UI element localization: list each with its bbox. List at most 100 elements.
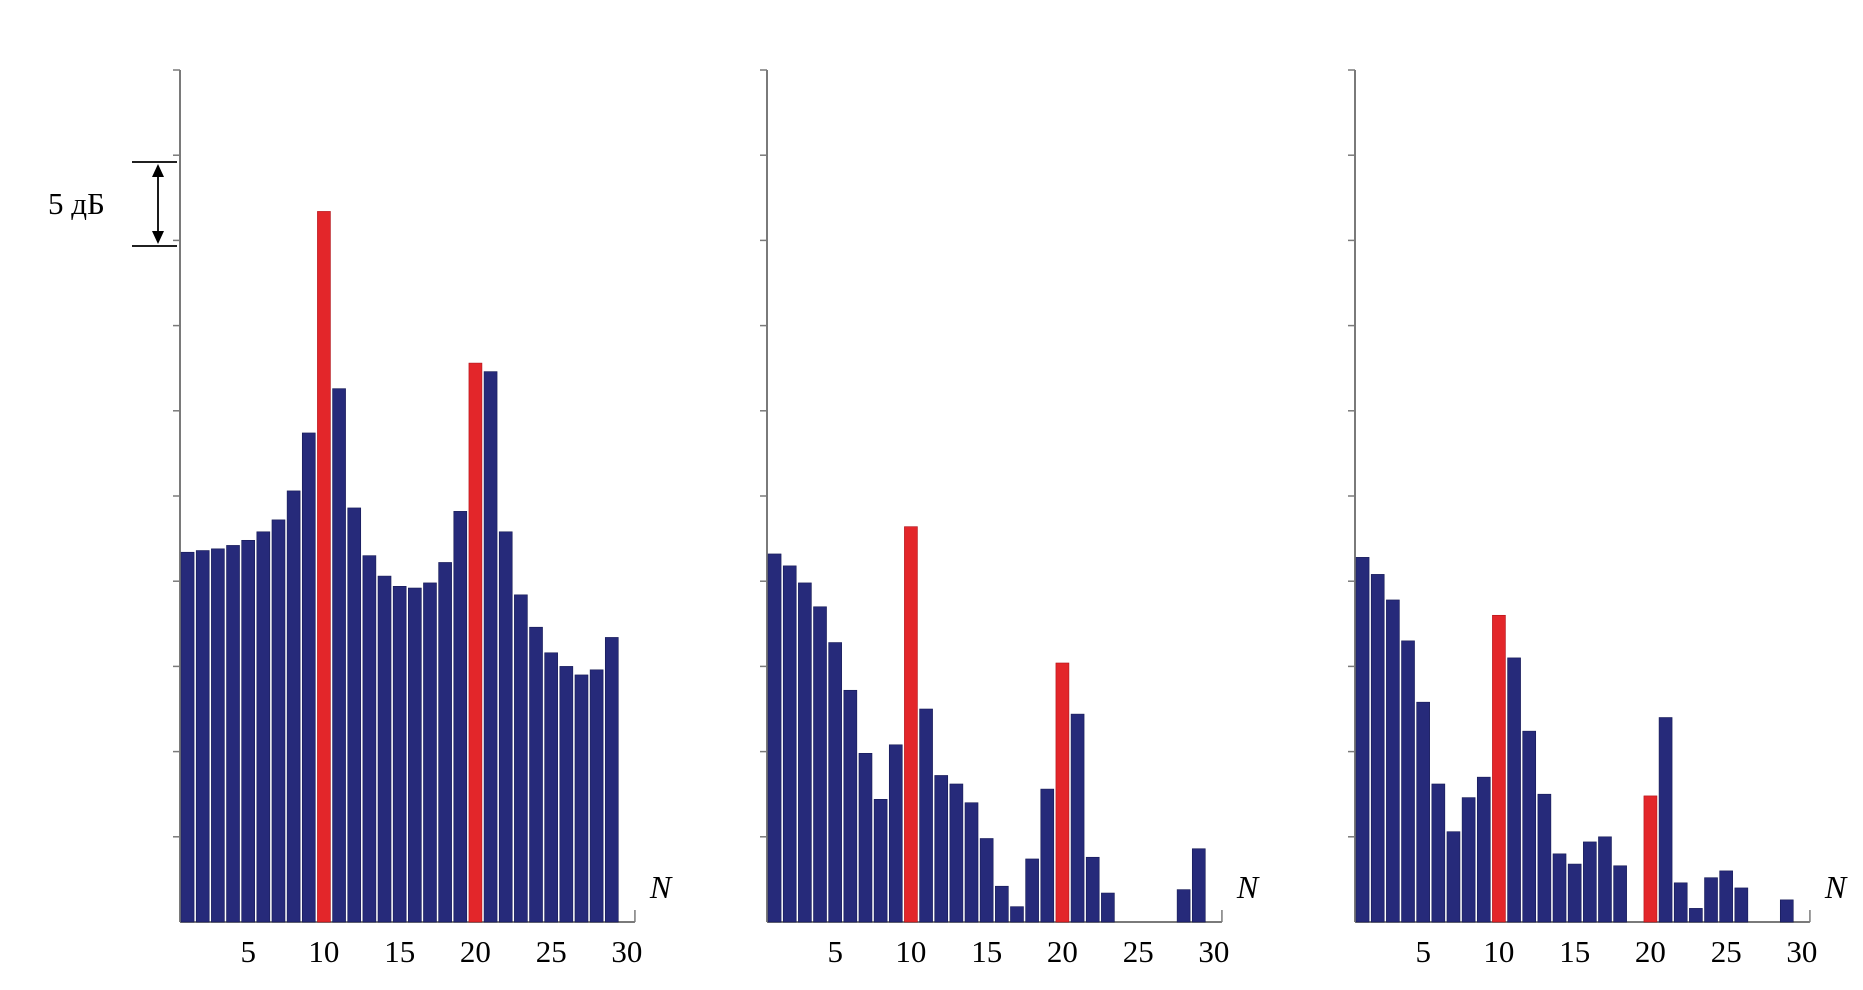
bar-n15 (1567, 863, 1582, 923)
bar-n5 (241, 539, 255, 923)
bar-n6 (1431, 783, 1446, 923)
scale-marker-arrowhead-up (152, 164, 164, 177)
bar-highlight-n20 (1055, 662, 1070, 923)
x-axis-label: N (1236, 869, 1260, 905)
bar-n23 (1101, 892, 1115, 923)
bar-n5 (828, 642, 842, 923)
x-tick-label: 10 (1483, 934, 1514, 969)
x-tick-label: 20 (1047, 934, 1078, 969)
bar-n15 (979, 838, 994, 923)
bar-n2 (1370, 574, 1385, 923)
bar-n3 (798, 582, 812, 923)
bar-n3 (211, 548, 225, 923)
bar-n9 (1476, 776, 1491, 923)
bar-n13 (949, 783, 964, 923)
bar-n15 (392, 586, 407, 923)
bar-n23 (514, 594, 528, 923)
bar-n5 (1416, 701, 1430, 923)
chart-panel-1: 5 10 15 20 25 30N (173, 69, 673, 969)
x-tick-label: 10 (308, 934, 339, 969)
bar-n25 (1719, 870, 1733, 923)
bar-n14 (377, 575, 392, 923)
chart-panel-3: 5 10 15 20 25 30N (1348, 69, 1848, 969)
bar-n19 (1040, 788, 1055, 923)
bar-n18 (1613, 865, 1627, 923)
bar-n22 (1085, 856, 1100, 923)
x-tick-label: 20 (1635, 934, 1666, 969)
bar-n1 (1355, 557, 1370, 923)
bar-n17 (423, 582, 437, 923)
bar-n16 (1583, 841, 1597, 923)
bar-n11 (919, 708, 933, 923)
x-tick-label: 5 (240, 934, 256, 969)
x-tick-label: 5 (1415, 934, 1431, 969)
bar-n25 (544, 652, 558, 923)
bar-n18 (438, 562, 452, 923)
bar-n24 (1704, 877, 1718, 923)
x-tick-label: 30 (1198, 934, 1229, 969)
scale-marker-label: 5 дБ (48, 186, 105, 221)
scale-marker-arrowhead-down (152, 231, 164, 244)
bar-n12 (347, 507, 362, 923)
bar-n27 (574, 674, 589, 923)
x-tick-label: 10 (895, 934, 926, 969)
bar-n8 (873, 799, 888, 923)
bar-n4 (813, 606, 827, 923)
x-tick-label: 25 (1711, 934, 1742, 969)
x-tick-label: 25 (536, 934, 567, 969)
bar-highlight-n10 (317, 211, 331, 923)
x-tick-label: 15 (384, 934, 415, 969)
bar-n4 (1401, 640, 1415, 923)
x-tick-label: 30 (1786, 934, 1817, 969)
bar-n11 (332, 388, 346, 923)
bar-n24 (529, 626, 543, 923)
bar-n14 (964, 802, 979, 923)
db-scale-marker: 5 дБ (48, 161, 177, 247)
bar-n21 (1070, 713, 1085, 923)
x-tick-label: 15 (1559, 934, 1590, 969)
bar-n6 (843, 689, 858, 923)
bar-n17 (1598, 836, 1612, 923)
bar-n23 (1689, 908, 1703, 923)
bar-n7 (271, 519, 286, 923)
bar-highlight-n10 (904, 526, 918, 923)
bar-n2 (195, 550, 210, 923)
bar-n12 (1522, 730, 1537, 923)
bar-n1 (180, 551, 195, 923)
bar-n26 (1734, 887, 1749, 923)
bar-n22 (1673, 882, 1688, 923)
x-axis-label: N (649, 869, 673, 905)
bar-n22 (498, 531, 513, 923)
bar-n8 (286, 490, 301, 923)
x-tick-label: 15 (971, 934, 1002, 969)
bar-n16 (408, 587, 422, 923)
bar-n7 (1446, 831, 1461, 923)
bar-n9 (888, 744, 903, 923)
bar-n26 (559, 666, 574, 923)
x-tick-label: 20 (460, 934, 491, 969)
bar-n4 (226, 545, 240, 923)
x-tick-label: 30 (611, 934, 642, 969)
bar-n7 (858, 752, 873, 923)
bar-n21 (483, 371, 498, 923)
bar-n29 (1779, 899, 1794, 923)
bar-n19 (453, 511, 468, 923)
bar-n29 (1191, 848, 1206, 923)
bar-highlight-n10 (1492, 614, 1506, 923)
bar-n6 (256, 531, 271, 923)
bar-highlight-n20 (1643, 795, 1658, 923)
bar-n9 (301, 432, 316, 923)
bar-n3 (1386, 599, 1400, 923)
bar-n18 (1025, 858, 1039, 923)
bar-n12 (934, 775, 949, 923)
bar-n17 (1010, 906, 1024, 923)
bar-n28 (1176, 889, 1191, 923)
bar-n13 (362, 555, 377, 923)
bar-n1 (767, 553, 782, 923)
bar-n2 (782, 565, 797, 923)
chart-panel-2: 5 10 15 20 25 30N (760, 69, 1260, 969)
bar-n29 (604, 637, 619, 923)
bar-n13 (1537, 793, 1552, 923)
bar-n16 (995, 885, 1009, 923)
bar-n28 (589, 669, 604, 923)
